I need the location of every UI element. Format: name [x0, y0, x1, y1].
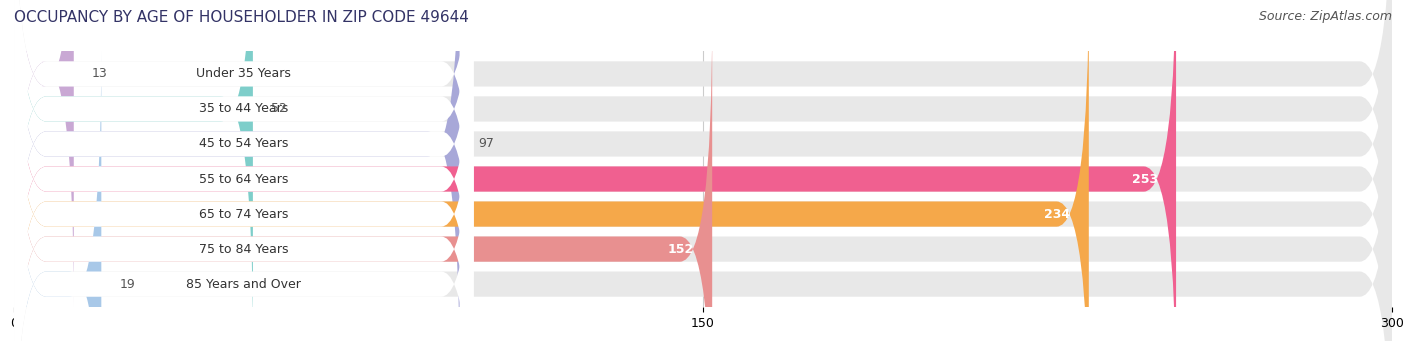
- FancyBboxPatch shape: [14, 0, 474, 341]
- FancyBboxPatch shape: [14, 0, 1392, 341]
- Text: 65 to 74 Years: 65 to 74 Years: [200, 208, 288, 221]
- FancyBboxPatch shape: [14, 0, 1392, 341]
- Text: 35 to 44 Years: 35 to 44 Years: [200, 102, 288, 116]
- FancyBboxPatch shape: [14, 16, 474, 341]
- Text: 152: 152: [668, 242, 693, 256]
- FancyBboxPatch shape: [14, 16, 1392, 341]
- FancyBboxPatch shape: [14, 0, 474, 307]
- Text: 97: 97: [478, 137, 494, 150]
- FancyBboxPatch shape: [14, 16, 713, 341]
- FancyBboxPatch shape: [14, 0, 474, 341]
- Text: 234: 234: [1045, 208, 1070, 221]
- FancyBboxPatch shape: [14, 0, 1392, 307]
- FancyBboxPatch shape: [14, 0, 1088, 341]
- Text: 55 to 64 Years: 55 to 64 Years: [200, 173, 288, 186]
- FancyBboxPatch shape: [14, 0, 1175, 341]
- Text: 75 to 84 Years: 75 to 84 Years: [200, 242, 288, 256]
- FancyBboxPatch shape: [14, 0, 474, 341]
- FancyBboxPatch shape: [14, 0, 253, 341]
- FancyBboxPatch shape: [14, 0, 1392, 341]
- Text: 253: 253: [1132, 173, 1157, 186]
- FancyBboxPatch shape: [14, 51, 474, 341]
- Text: Under 35 Years: Under 35 Years: [197, 68, 291, 80]
- FancyBboxPatch shape: [14, 0, 460, 341]
- Text: Source: ZipAtlas.com: Source: ZipAtlas.com: [1258, 10, 1392, 23]
- FancyBboxPatch shape: [14, 0, 1392, 341]
- FancyBboxPatch shape: [14, 51, 101, 341]
- FancyBboxPatch shape: [14, 0, 474, 341]
- FancyBboxPatch shape: [14, 51, 1392, 341]
- Text: 13: 13: [93, 68, 108, 80]
- Text: 52: 52: [271, 102, 287, 116]
- Text: 45 to 54 Years: 45 to 54 Years: [200, 137, 288, 150]
- Text: OCCUPANCY BY AGE OF HOUSEHOLDER IN ZIP CODE 49644: OCCUPANCY BY AGE OF HOUSEHOLDER IN ZIP C…: [14, 10, 470, 25]
- Text: 19: 19: [120, 278, 135, 291]
- FancyBboxPatch shape: [14, 0, 73, 307]
- Text: 85 Years and Over: 85 Years and Over: [186, 278, 301, 291]
